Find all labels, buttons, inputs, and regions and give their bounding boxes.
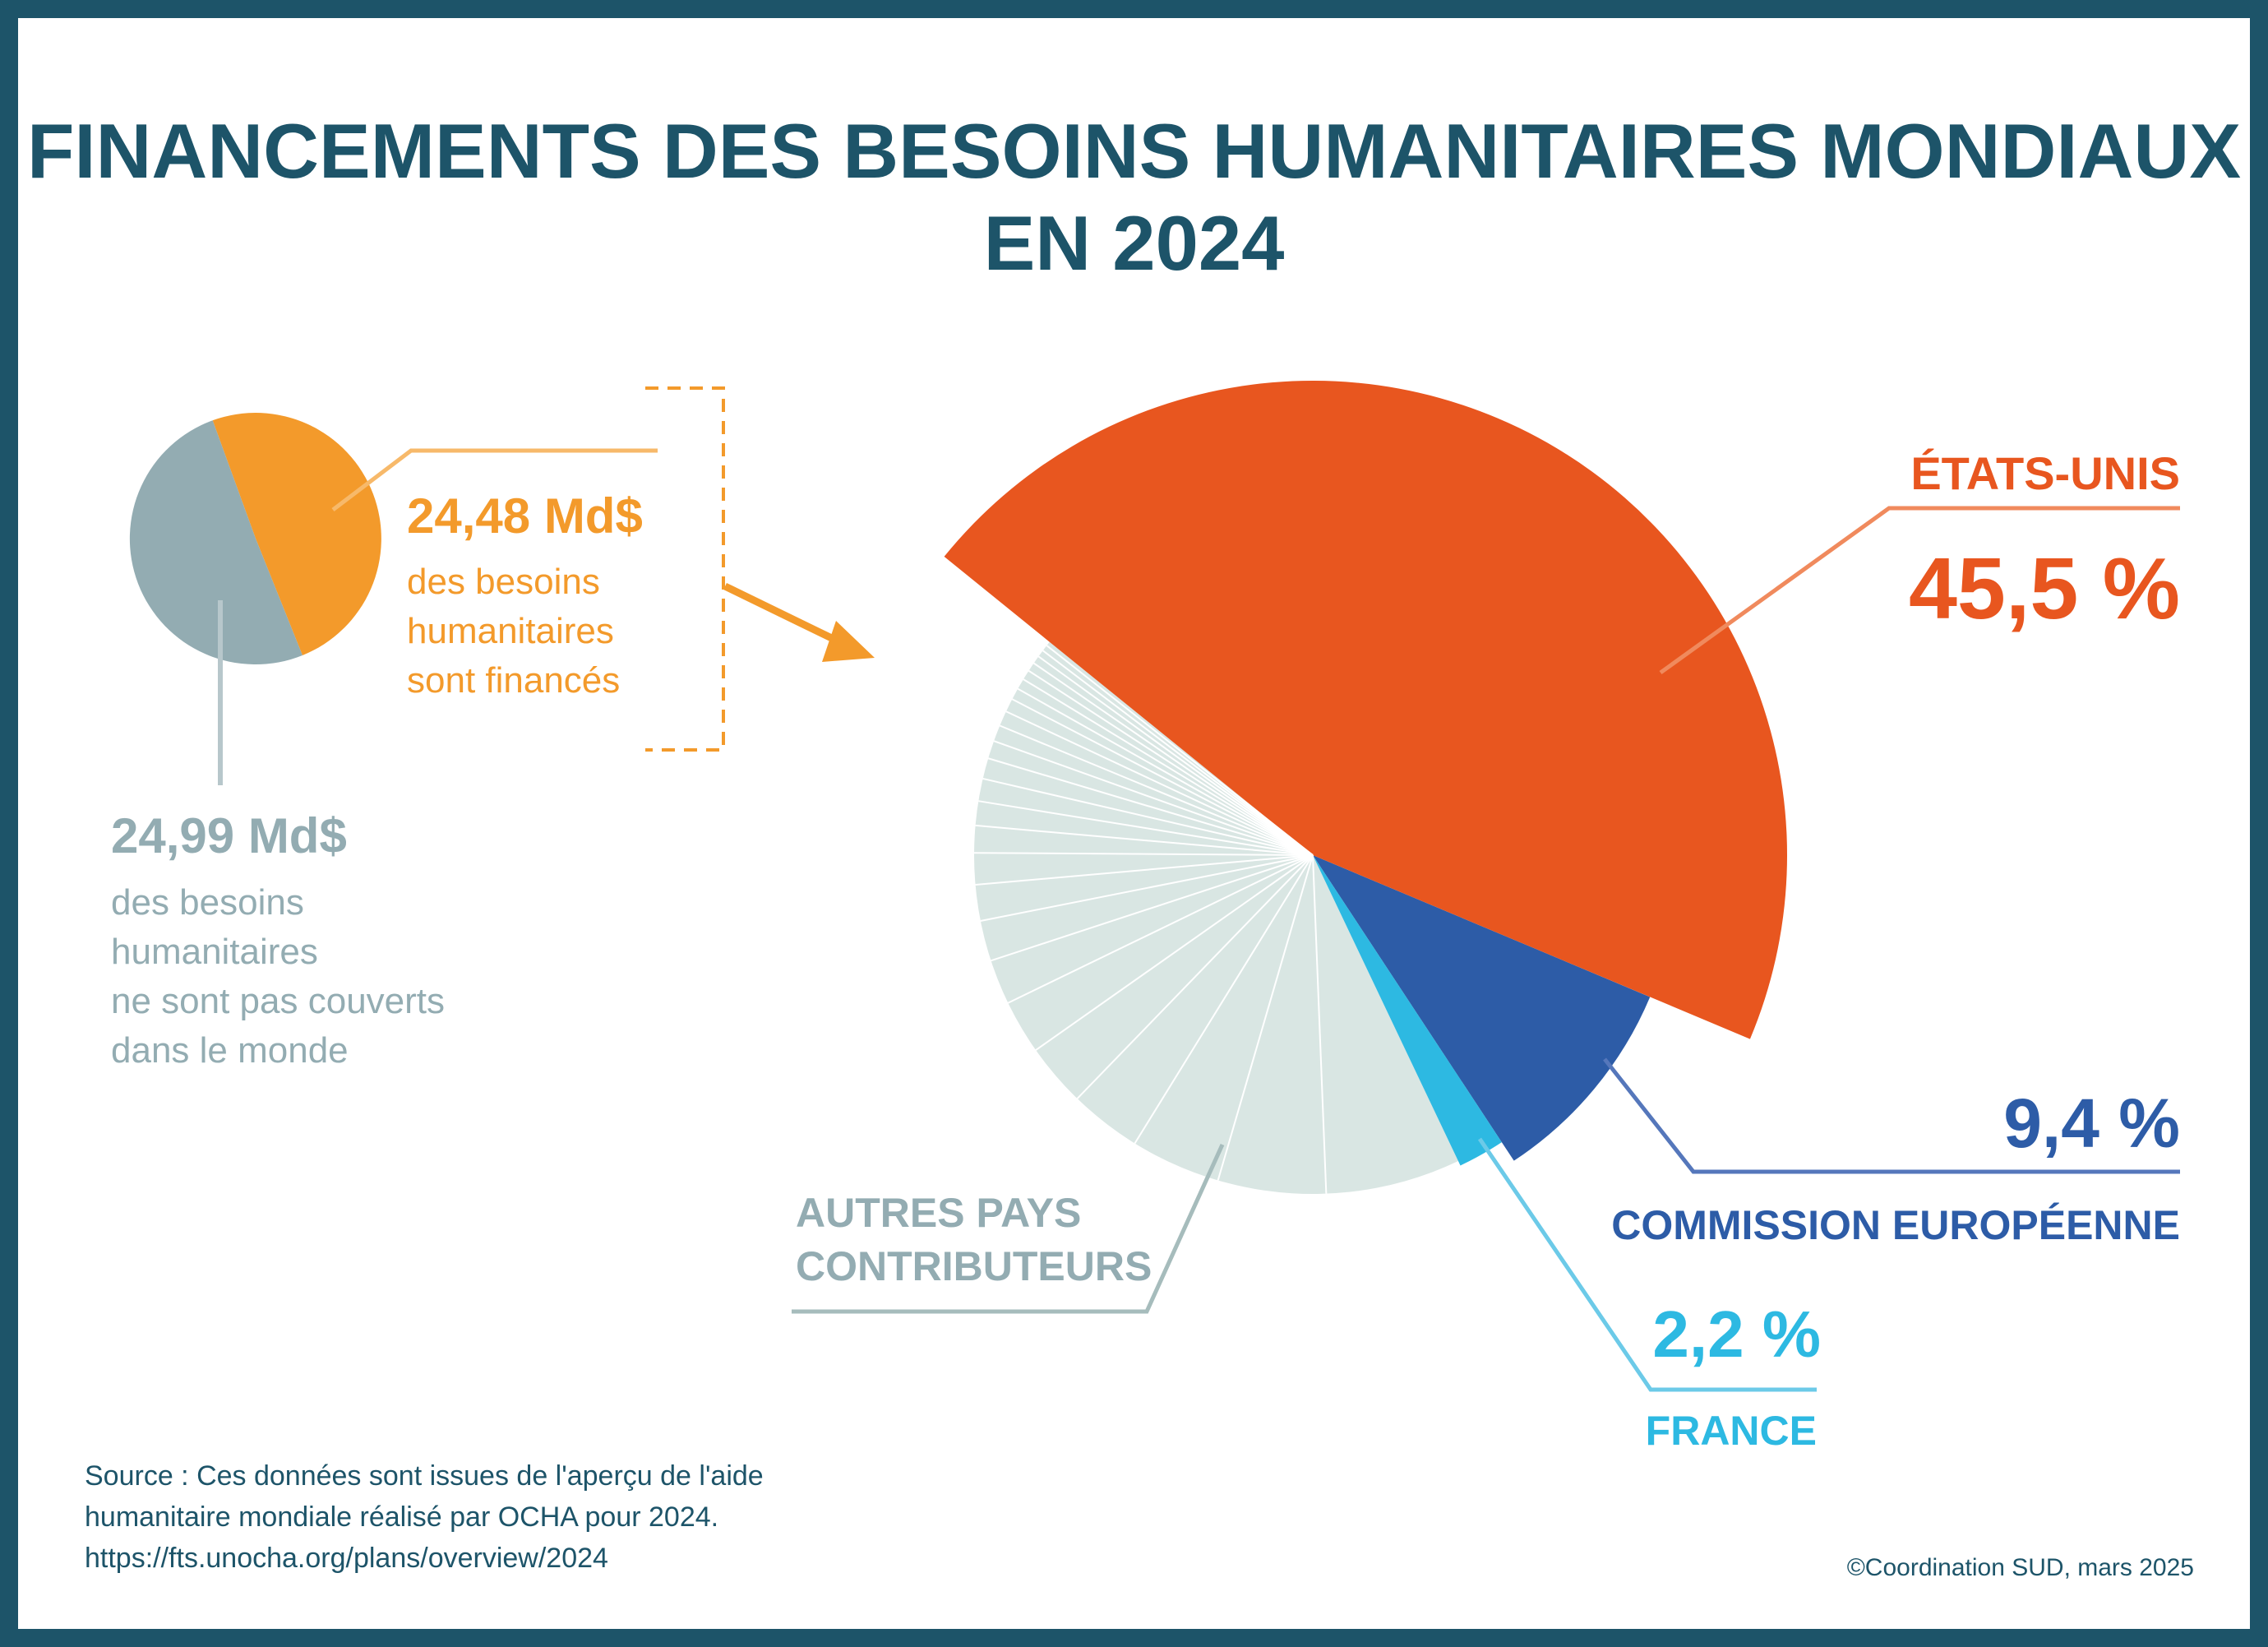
france-leader-line xyxy=(1477,1137,1817,1392)
others-separator xyxy=(991,854,1314,962)
arrow-icon xyxy=(723,582,875,662)
others-separator xyxy=(980,854,1314,922)
others-separator xyxy=(1046,645,1314,856)
copyright: ©Coordination SUD, mars 2025 xyxy=(1846,1554,2194,1581)
source-line-3: https://fts.unocha.org/plans/overview/20… xyxy=(85,1543,608,1574)
funded-desc-3: sont financés xyxy=(407,660,620,701)
others-separator xyxy=(978,800,1314,856)
usa-leader-line xyxy=(1659,506,2180,675)
eu-leader-line xyxy=(1603,1057,2180,1174)
others-separator xyxy=(1134,854,1314,1145)
funded-leader-line xyxy=(331,448,658,511)
fr-pct: 2,2 % xyxy=(1652,1298,1821,1371)
fr-name: FRANCE xyxy=(1646,1408,1817,1454)
source-note: Source : Ces données sont issues de l'ap… xyxy=(85,1455,764,1579)
others-separator xyxy=(1005,710,1314,856)
others-separator xyxy=(1217,854,1314,1181)
eu-name: COMMISSION EUROPÉENNE xyxy=(1611,1202,2180,1248)
usa-name: ÉTATS-UNIS xyxy=(1910,447,2180,499)
others-leader-line xyxy=(792,1143,1225,1314)
others-separator xyxy=(1028,669,1314,856)
small-pie-slice-funded xyxy=(212,413,381,655)
big-pie xyxy=(944,380,1788,1194)
unfunded-desc-4: dans le monde xyxy=(111,1030,349,1071)
big-pie-slice-usa xyxy=(944,380,1788,1039)
others-separator xyxy=(1032,662,1314,856)
others-separator xyxy=(1042,650,1314,856)
others-name-2: CONTRIBUTEURS xyxy=(796,1243,1152,1289)
funded-amount: 24,48 Md$ xyxy=(407,488,643,544)
usa-pct: 45,5 % xyxy=(1909,540,2180,637)
others-separator xyxy=(993,740,1314,856)
others-separator xyxy=(1011,698,1314,856)
others-separator xyxy=(975,824,1314,856)
funded-desc-2: humanitaires xyxy=(407,611,614,651)
title-line-2: EN 2024 xyxy=(983,200,1285,286)
others-separator xyxy=(1017,687,1314,856)
others-separator xyxy=(1035,854,1314,1051)
unfunded-desc-1: des besoins xyxy=(111,882,304,923)
others-separator xyxy=(1023,678,1314,856)
big-pie-slice-eu xyxy=(1313,855,1651,1161)
title-line-1: FINANCEMENTS DES BESOINS HUMANITAIRES MO… xyxy=(26,108,2242,194)
page-title: FINANCEMENTS DES BESOINS HUMANITAIRES MO… xyxy=(0,105,2268,289)
unfunded-desc-3: ne sont pas couverts xyxy=(111,981,445,1021)
unfunded-amount: 24,99 Md$ xyxy=(111,808,347,863)
funded-desc-1: des besoins xyxy=(407,562,600,602)
eu-pct: 9,4 % xyxy=(2003,1085,2180,1162)
unfunded-desc-2: humanitaires xyxy=(111,932,318,972)
others-separator xyxy=(987,757,1314,856)
others-separator xyxy=(975,854,1314,886)
source-line-1: Source : Ces données sont issues de l'ap… xyxy=(85,1460,764,1492)
source-line-2: humanitaire mondiale réalisé par OCHA po… xyxy=(85,1501,719,1533)
others-separator xyxy=(974,852,1314,856)
others-separator xyxy=(1312,854,1328,1194)
big-pie-slice-france xyxy=(1313,855,1502,1166)
small-pie-slice-unfunded xyxy=(129,420,303,665)
others-separator xyxy=(999,724,1314,856)
small-pie xyxy=(129,413,381,665)
others-separator xyxy=(1076,854,1314,1099)
others-separator xyxy=(1007,854,1314,1004)
others-name-1: AUTRES PAYS xyxy=(796,1190,1081,1236)
others-separator xyxy=(982,777,1314,856)
funded-bracket xyxy=(645,386,725,752)
others-separator xyxy=(1037,655,1314,856)
big-pie-slice-others xyxy=(974,641,1458,1194)
